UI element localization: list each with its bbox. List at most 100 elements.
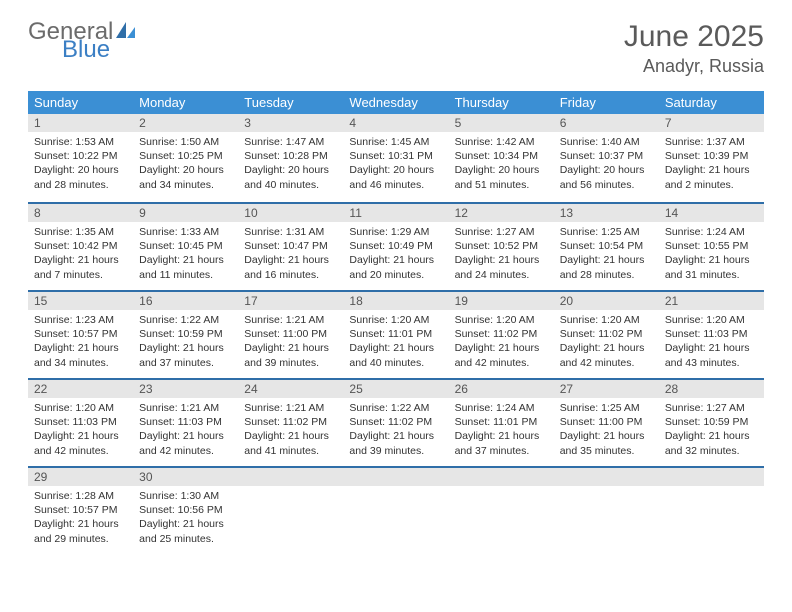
day-number: 12 [449,202,554,222]
calendar-week-row: 1Sunrise: 1:53 AMSunset: 10:22 PMDayligh… [28,114,764,202]
sunset-text: Sunset: 10:37 PM [560,149,653,163]
day-details [449,486,554,546]
sunset-text: Sunset: 10:34 PM [455,149,548,163]
sunrise-text: Sunrise: 1:20 AM [349,313,442,327]
calendar-day-cell: 28Sunrise: 1:27 AMSunset: 10:59 PMDaylig… [659,378,764,466]
sunrise-text: Sunrise: 1:25 AM [560,401,653,415]
day-number: 1 [28,114,133,132]
sunset-text: Sunset: 10:22 PM [34,149,127,163]
day-details: Sunrise: 1:27 AMSunset: 10:52 PMDaylight… [449,222,554,288]
sunrise-text: Sunrise: 1:22 AM [349,401,442,415]
sunset-text: Sunset: 11:03 PM [665,327,758,341]
sunset-text: Sunset: 10:42 PM [34,239,127,253]
daylight-text: Daylight: 21 hours and 25 minutes. [139,517,232,545]
calendar-day-cell: 27Sunrise: 1:25 AMSunset: 11:00 PMDaylig… [554,378,659,466]
calendar-day-cell: 6Sunrise: 1:40 AMSunset: 10:37 PMDayligh… [554,114,659,202]
day-number: 21 [659,290,764,310]
day-number: 16 [133,290,238,310]
day-details: Sunrise: 1:50 AMSunset: 10:25 PMDaylight… [133,132,238,198]
calendar-empty-cell [659,466,764,554]
daylight-text: Daylight: 21 hours and 39 minutes. [349,429,442,457]
daylight-text: Daylight: 21 hours and 35 minutes. [560,429,653,457]
sunrise-text: Sunrise: 1:29 AM [349,225,442,239]
day-details: Sunrise: 1:29 AMSunset: 10:49 PMDaylight… [343,222,448,288]
calendar-day-cell: 23Sunrise: 1:21 AMSunset: 11:03 PMDaylig… [133,378,238,466]
sunrise-text: Sunrise: 1:30 AM [139,489,232,503]
daylight-text: Daylight: 21 hours and 42 minutes. [455,341,548,369]
day-number [449,466,554,486]
daylight-text: Daylight: 21 hours and 37 minutes. [139,341,232,369]
sunset-text: Sunset: 10:57 PM [34,327,127,341]
daylight-text: Daylight: 21 hours and 40 minutes. [349,341,442,369]
sunset-text: Sunset: 10:54 PM [560,239,653,253]
sunset-text: Sunset: 11:02 PM [244,415,337,429]
day-number: 2 [133,114,238,132]
day-details [659,486,764,546]
sunrise-text: Sunrise: 1:20 AM [560,313,653,327]
day-number [343,466,448,486]
day-details: Sunrise: 1:24 AMSunset: 11:01 PMDaylight… [449,398,554,464]
page-header: GeneralBlue June 2025 Anadyr, Russia [28,20,764,77]
day-details: Sunrise: 1:33 AMSunset: 10:45 PMDaylight… [133,222,238,288]
day-number: 28 [659,378,764,398]
sunset-text: Sunset: 10:57 PM [34,503,127,517]
day-details: Sunrise: 1:37 AMSunset: 10:39 PMDaylight… [659,132,764,198]
daylight-text: Daylight: 20 hours and 56 minutes. [560,163,653,191]
sunrise-text: Sunrise: 1:27 AM [455,225,548,239]
calendar-body: 1Sunrise: 1:53 AMSunset: 10:22 PMDayligh… [28,114,764,554]
sunset-text: Sunset: 10:52 PM [455,239,548,253]
sunrise-text: Sunrise: 1:35 AM [34,225,127,239]
sunrise-text: Sunrise: 1:28 AM [34,489,127,503]
sunrise-text: Sunrise: 1:27 AM [665,401,758,415]
daylight-text: Daylight: 21 hours and 42 minutes. [34,429,127,457]
weekday-header-row: SundayMondayTuesdayWednesdayThursdayFrid… [28,91,764,114]
day-number: 30 [133,466,238,486]
weekday-header: Wednesday [343,91,448,114]
day-number [238,466,343,486]
calendar-day-cell: 17Sunrise: 1:21 AMSunset: 11:00 PMDaylig… [238,290,343,378]
calendar-day-cell: 25Sunrise: 1:22 AMSunset: 11:02 PMDaylig… [343,378,448,466]
calendar-day-cell: 9Sunrise: 1:33 AMSunset: 10:45 PMDayligh… [133,202,238,290]
day-details: Sunrise: 1:31 AMSunset: 10:47 PMDaylight… [238,222,343,288]
calendar-empty-cell [343,466,448,554]
day-number: 18 [343,290,448,310]
calendar-day-cell: 15Sunrise: 1:23 AMSunset: 10:57 PMDaylig… [28,290,133,378]
sunrise-text: Sunrise: 1:22 AM [139,313,232,327]
title-block: June 2025 Anadyr, Russia [624,20,764,77]
day-number: 26 [449,378,554,398]
day-details: Sunrise: 1:24 AMSunset: 10:55 PMDaylight… [659,222,764,288]
daylight-text: Daylight: 21 hours and 2 minutes. [665,163,758,191]
day-details: Sunrise: 1:22 AMSunset: 10:59 PMDaylight… [133,310,238,376]
calendar-day-cell: 20Sunrise: 1:20 AMSunset: 11:02 PMDaylig… [554,290,659,378]
sunrise-text: Sunrise: 1:21 AM [139,401,232,415]
day-details: Sunrise: 1:20 AMSunset: 11:01 PMDaylight… [343,310,448,376]
day-number: 7 [659,114,764,132]
day-number: 6 [554,114,659,132]
day-details [238,486,343,546]
day-details: Sunrise: 1:47 AMSunset: 10:28 PMDaylight… [238,132,343,198]
sunrise-text: Sunrise: 1:20 AM [665,313,758,327]
day-number: 25 [343,378,448,398]
calendar-day-cell: 29Sunrise: 1:28 AMSunset: 10:57 PMDaylig… [28,466,133,554]
day-number: 20 [554,290,659,310]
day-number: 22 [28,378,133,398]
logo-text-blue: Blue [62,38,137,62]
sunset-text: Sunset: 11:01 PM [455,415,548,429]
calendar-day-cell: 22Sunrise: 1:20 AMSunset: 11:03 PMDaylig… [28,378,133,466]
day-number: 11 [343,202,448,222]
calendar-day-cell: 30Sunrise: 1:30 AMSunset: 10:56 PMDaylig… [133,466,238,554]
location-label: Anadyr, Russia [624,56,764,77]
day-details: Sunrise: 1:42 AMSunset: 10:34 PMDaylight… [449,132,554,198]
day-details: Sunrise: 1:22 AMSunset: 11:02 PMDaylight… [343,398,448,464]
day-details: Sunrise: 1:20 AMSunset: 11:03 PMDaylight… [659,310,764,376]
day-number: 19 [449,290,554,310]
sunset-text: Sunset: 10:39 PM [665,149,758,163]
daylight-text: Daylight: 21 hours and 11 minutes. [139,253,232,281]
daylight-text: Daylight: 21 hours and 32 minutes. [665,429,758,457]
sunset-text: Sunset: 11:03 PM [139,415,232,429]
calendar-week-row: 29Sunrise: 1:28 AMSunset: 10:57 PMDaylig… [28,466,764,554]
day-number: 27 [554,378,659,398]
calendar-empty-cell [238,466,343,554]
calendar-day-cell: 1Sunrise: 1:53 AMSunset: 10:22 PMDayligh… [28,114,133,202]
calendar-day-cell: 18Sunrise: 1:20 AMSunset: 11:01 PMDaylig… [343,290,448,378]
